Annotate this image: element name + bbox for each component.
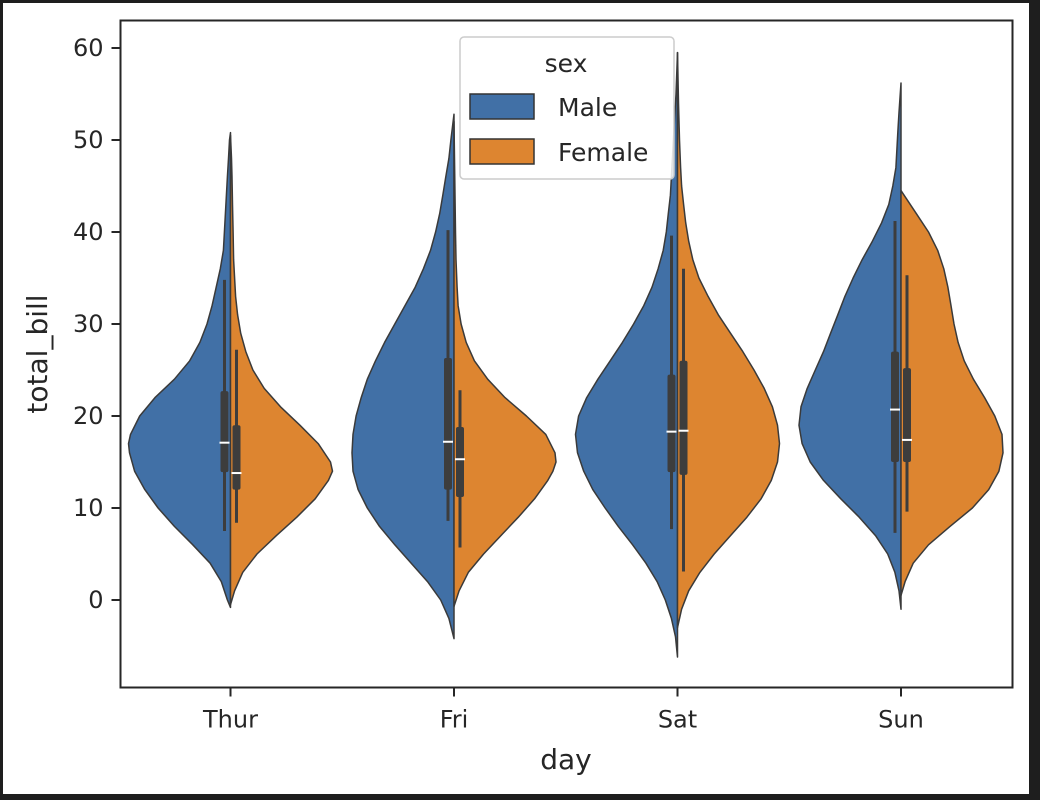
legend-title: sex [545,49,588,78]
x-tick-label: Sat [658,706,697,734]
x-tick-label: Thur [202,706,258,734]
violin-male-thur [127,131,232,609]
x-axis-title: day [540,743,592,776]
violin-chart: 0 10 20 30 40 50 60 Thur Fri Sat Sun day total_bi… [21,19,1014,776]
y-axis: 0 10 20 30 40 50 60 [73,34,121,614]
x-tick-label: Sun [878,706,924,734]
y-tick-label: 40 [73,218,104,246]
iqr-box-female-fri [456,427,464,497]
violin-female-thur [229,134,334,606]
iqr-box-male-sat [667,374,676,473]
violin-female-sun [900,189,1004,597]
y-axis-title: total_bill [21,294,54,413]
violins-layer [127,51,1004,658]
violin-female-sat [676,51,781,629]
legend-label-female: Female [558,138,648,167]
violin-male-sun [798,82,902,610]
legend-swatch-female [469,138,535,165]
iqr-box-female-sun [903,368,911,462]
violin-male-fri [351,113,455,640]
iqr-box-male-fri [444,358,452,490]
iqr-box-female-thur [232,425,241,490]
iqr-box-male-sun [891,351,899,462]
y-tick-label: 0 [88,586,103,614]
plot-area-frame [119,19,1014,689]
y-tick-label: 50 [73,126,104,154]
x-axis: Thur Fri Sat Sun [202,687,924,734]
legend-swatch-male [469,93,535,120]
box-inner-layer [219,220,912,572]
legend: sex Male Female [459,36,675,180]
y-tick-label: 30 [73,310,104,338]
y-tick-label: 10 [73,494,104,522]
y-tick-label: 60 [73,34,104,62]
figure-canvas: 0 10 20 30 40 50 60 Thur Fri Sat Sun day total_bi… [3,3,1029,794]
y-tick-label: 20 [73,402,104,430]
iqr-box-male-thur [220,391,229,473]
x-tick-label: Fri [440,706,469,734]
legend-label-male: Male [558,93,617,122]
iqr-box-female-sat [679,360,688,475]
violin-female-fri [453,120,557,608]
